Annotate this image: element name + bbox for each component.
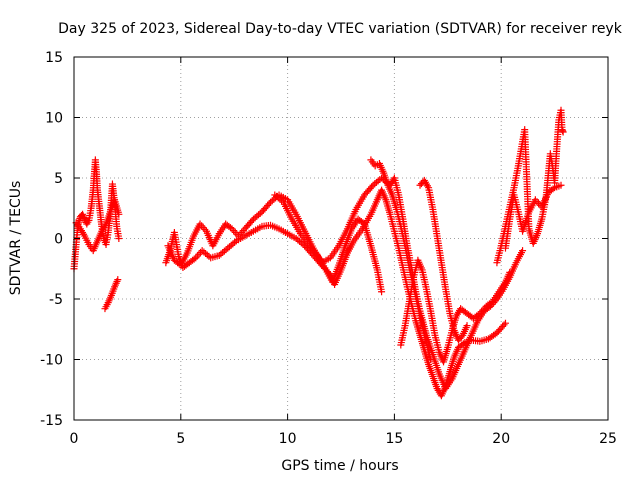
data-point <box>256 209 264 217</box>
x-tick-label: 5 <box>176 431 185 447</box>
data-point <box>312 250 320 258</box>
chart-title: Day 325 of 2023, Sidereal Day-to-day VTE… <box>58 21 623 37</box>
x-tick-label: 0 <box>70 431 79 447</box>
data-point <box>190 255 198 263</box>
y-tick-label: 10 <box>45 111 63 127</box>
data-point <box>549 185 557 193</box>
data-point <box>231 228 239 236</box>
data-point <box>226 224 234 232</box>
data-point <box>79 210 87 218</box>
data-point <box>501 319 509 327</box>
x-tick-label: 25 <box>599 431 617 447</box>
data-point <box>205 252 213 260</box>
data-point <box>231 238 239 246</box>
y-tick-label: -10 <box>40 353 63 369</box>
data-point <box>378 288 386 296</box>
x-tick-labels: 0 5 10 15 20 25 <box>70 431 617 447</box>
data-point <box>199 224 207 232</box>
axis-ticks <box>73 56 609 421</box>
x-tick-label: 15 <box>385 431 403 447</box>
data-point <box>115 235 123 242</box>
series-trace-a <box>70 156 123 273</box>
data-point <box>79 212 87 220</box>
data-point <box>463 322 471 330</box>
series-trace-k <box>501 181 565 252</box>
data-point <box>457 333 465 341</box>
x-axis-label: GPS time / hours <box>281 458 398 474</box>
data-point <box>265 200 273 208</box>
y-tick-labels: -15 -10 -5 0 5 10 15 <box>40 50 63 429</box>
data-point <box>427 356 435 363</box>
y-axis-label: SDTVAR / TECUs <box>8 181 24 296</box>
y-tick-label: -15 <box>40 413 63 429</box>
data-point <box>278 197 286 205</box>
x-tick-label: 10 <box>279 431 297 447</box>
data-point <box>474 311 482 319</box>
data-point <box>519 247 527 255</box>
y-tick-label: 5 <box>54 171 63 187</box>
data-point <box>114 276 122 284</box>
x-tick-label: 20 <box>492 431 510 447</box>
y-tick-label: 15 <box>45 50 63 66</box>
series-trace-b <box>72 196 123 255</box>
series-trace-c <box>101 276 122 313</box>
data-point <box>115 210 123 218</box>
series-trace-f <box>271 191 386 296</box>
data-point <box>559 128 567 136</box>
data-point <box>368 183 376 191</box>
data-points <box>70 106 567 400</box>
series-trace-i <box>416 176 471 344</box>
series-trace-h <box>397 256 514 366</box>
y-tick-label: -5 <box>49 292 63 308</box>
data-point <box>500 321 508 329</box>
y-tick-label: 0 <box>54 232 63 248</box>
data-point <box>248 217 256 225</box>
data-point <box>506 268 514 276</box>
data-point <box>557 181 565 189</box>
data-point <box>81 215 89 223</box>
